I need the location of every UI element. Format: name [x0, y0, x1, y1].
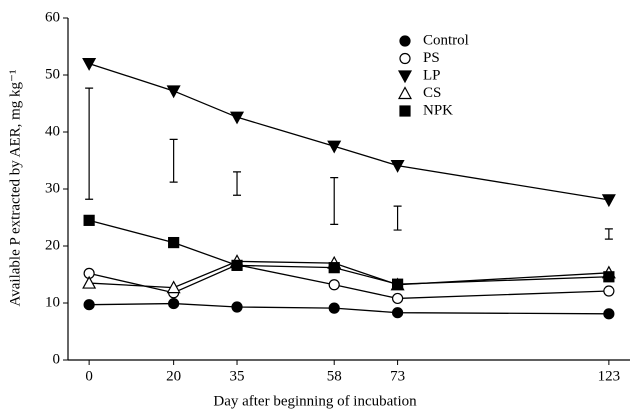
- legend-label: Control: [423, 32, 469, 48]
- series-line: [88, 62, 609, 201]
- marker: [168, 236, 180, 249]
- error-bar: [233, 171, 242, 196]
- legend-marker: [397, 86, 413, 100]
- y-tick-label: 20: [45, 237, 60, 253]
- marker: [231, 301, 243, 313]
- marker: [603, 308, 615, 320]
- marker: [391, 307, 404, 319]
- marker: [166, 85, 181, 99]
- series-line: [88, 219, 609, 285]
- marker: [83, 299, 95, 311]
- x-tick-label: 20: [166, 368, 181, 384]
- y-tick-label: 0: [53, 351, 61, 367]
- x-tick-label: 0: [85, 368, 93, 384]
- x-tick-label: 35: [230, 368, 245, 384]
- marker: [327, 140, 342, 154]
- marker: [83, 214, 95, 226]
- marker: [603, 271, 615, 283]
- legend-label: LP: [423, 67, 441, 83]
- marker: [82, 275, 97, 289]
- x-tick-label: 123: [598, 368, 621, 384]
- legend-label: NPK: [423, 102, 453, 118]
- error-bar: [169, 138, 178, 183]
- marker: [603, 285, 615, 297]
- y-tick-label: 30: [45, 180, 60, 196]
- error-bar: [393, 205, 402, 231]
- x-axis-label: Day after beginning of incubation: [213, 393, 417, 409]
- legend-label: CS: [423, 85, 441, 101]
- marker: [230, 111, 245, 125]
- marker: [390, 160, 405, 173]
- x-tick-label: 58: [327, 368, 342, 384]
- marker: [82, 57, 97, 71]
- x-tick-label: 73: [390, 368, 405, 384]
- legend-marker: [397, 70, 413, 84]
- marker: [328, 279, 340, 291]
- y-axis-label: Available P extracted by AER, mg kg⁻¹: [7, 70, 23, 307]
- legend-marker: [399, 52, 411, 65]
- y-tick-label: 60: [45, 9, 60, 25]
- y-tick-label: 50: [45, 66, 60, 82]
- series-line: [89, 260, 609, 289]
- error-bar: [604, 228, 613, 240]
- marker: [166, 280, 181, 294]
- marker: [328, 262, 340, 274]
- error-bar: [85, 87, 94, 200]
- marker: [231, 259, 243, 271]
- error-bar: [330, 177, 339, 225]
- series-line: [89, 302, 609, 315]
- legend-marker: [399, 35, 411, 47]
- legend-marker: [399, 105, 411, 117]
- marker: [391, 292, 404, 305]
- legend-label: PS: [423, 50, 440, 66]
- marker: [391, 278, 404, 290]
- y-tick-label: 40: [45, 123, 60, 139]
- y-tick-label: 10: [45, 294, 60, 310]
- marker: [601, 194, 616, 208]
- marker: [168, 297, 180, 310]
- marker: [328, 302, 340, 314]
- series-line: [88, 264, 609, 300]
